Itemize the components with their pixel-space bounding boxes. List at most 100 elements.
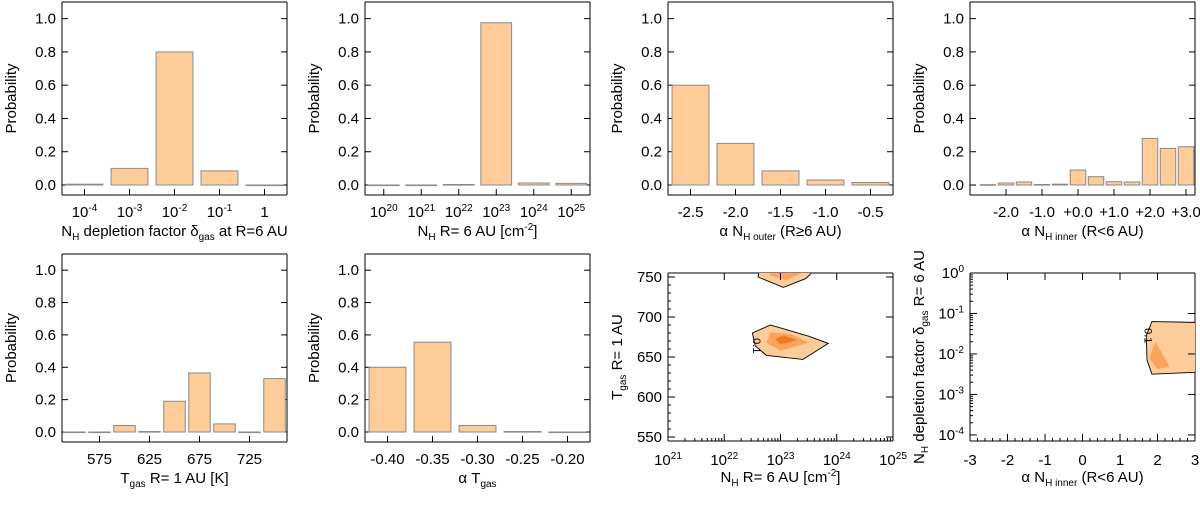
y-tick-label: 0.8 xyxy=(35,44,56,61)
x-tick-label: -3 xyxy=(963,452,976,469)
y-axis-label: Probability xyxy=(3,63,20,134)
y-tick-label: 0.4 xyxy=(338,359,359,376)
y-tick-label: 0.0 xyxy=(943,177,964,194)
x-tick-label: 1022 xyxy=(445,203,473,221)
y-tick-label: 0.6 xyxy=(35,77,56,94)
y-axis-label: Tgas R= 1 AU xyxy=(609,314,629,400)
bar xyxy=(806,179,845,186)
y-tick-label: 0.4 xyxy=(338,110,359,127)
y-tick-label: 10-1 xyxy=(938,304,964,322)
x-tick-label: 1021 xyxy=(654,451,682,469)
x-tick-label: 1023 xyxy=(482,203,510,221)
bar xyxy=(188,372,211,433)
y-tick-label: 0.4 xyxy=(35,110,56,127)
bar xyxy=(503,431,542,433)
panel-alpha-nh-inner: 0.0 0.2 0.4 0.6 0.8 1.0 -2.0 -1.0 +0.0 +1.0 +2.0 +3… xyxy=(911,1,1200,243)
x-axis-label: NH depletion factor δgas at R=6 AU xyxy=(61,223,287,243)
y-tick-label: 0.2 xyxy=(943,144,964,161)
panel-contour-tgas-vs-nh: 0.1 1021 1022 1023 1024 1025 550 600 650 700 750 Tg… xyxy=(609,269,907,489)
bar xyxy=(200,170,239,186)
y-axis-label: NH depletion factor δgas R= 6 AU xyxy=(911,250,931,464)
bar xyxy=(1141,137,1159,186)
x-tick-label: 10-1 xyxy=(207,203,233,221)
panel-nh-column-density: 0.0 0.2 0.4 0.6 0.8 1.0 1020 1021 1022 1023 1024 10… xyxy=(306,1,591,243)
y-tick-label: 0.0 xyxy=(35,177,56,194)
y-tick-label: 1.0 xyxy=(943,11,964,28)
y-tick-label: 0.8 xyxy=(338,44,359,61)
x-tick-label: +0.0 xyxy=(1063,204,1093,221)
x-axis-label: α NH outer (R≥6 AU) xyxy=(719,223,841,243)
panel-tgas: 0.0 0.2 0.4 0.6 0.8 1.0 575 625 675 725 Probabilit… xyxy=(3,253,288,490)
panel-alpha-nh-outer: 0.0 0.2 0.4 0.6 0.8 1.0 -2.5 -2.0 -1.5 -1.0 -0.5 Pr… xyxy=(609,1,894,243)
bar xyxy=(1123,181,1141,186)
x-tick-label: -2 xyxy=(1001,452,1014,469)
y-axis-label: Probability xyxy=(306,63,323,134)
bar xyxy=(716,142,755,186)
y-tick-label: 0.2 xyxy=(35,144,56,161)
y-tick-label: 0.6 xyxy=(943,77,964,94)
bar xyxy=(238,431,261,434)
bar xyxy=(517,182,550,186)
x-axis-label: α Tgas xyxy=(458,470,496,490)
contour-inner xyxy=(774,335,798,345)
bar xyxy=(405,184,438,187)
x-axis-label: α NH inner (R<6 AU) xyxy=(1021,469,1143,489)
contour-level-label: 0.1 xyxy=(1141,328,1153,343)
x-tick-label: -2.0 xyxy=(723,204,749,221)
y-tick-label: 0.4 xyxy=(641,110,662,127)
y-tick-label: 0.2 xyxy=(35,392,56,409)
x-tick-label: 1025 xyxy=(879,451,907,469)
y-axis-label: Probability xyxy=(911,63,928,134)
x-tick-label: -0.25 xyxy=(505,451,539,468)
bar xyxy=(555,182,588,186)
y-tick-label: 0.0 xyxy=(35,424,56,441)
y-tick-label: 0.8 xyxy=(338,295,359,312)
y-tick-label: 600 xyxy=(637,389,662,406)
x-tick-label: 625 xyxy=(137,451,162,468)
bar xyxy=(442,184,475,186)
bar xyxy=(1069,169,1087,186)
bar xyxy=(163,400,186,433)
y-tick-label: 0.8 xyxy=(35,295,56,312)
bar xyxy=(367,184,400,187)
y-tick-label: 0.4 xyxy=(35,359,56,376)
y-tick-label: 0.0 xyxy=(338,424,359,441)
y-tick-label: 0.0 xyxy=(641,177,662,194)
bar xyxy=(88,431,111,434)
x-tick-label: -1.0 xyxy=(813,204,839,221)
y-tick-label: 0.6 xyxy=(35,327,56,344)
y-tick-label: 0.2 xyxy=(641,144,662,161)
y-tick-label: 10-4 xyxy=(938,426,964,444)
x-tick-label: +2.0 xyxy=(1135,204,1165,221)
x-axis-label: Tgas R= 1 AU [K] xyxy=(120,470,228,490)
x-tick-label: 1021 xyxy=(407,203,435,221)
y-tick-label: 1.0 xyxy=(35,262,56,279)
contour-outer xyxy=(757,273,813,288)
bar xyxy=(997,182,1015,186)
bar xyxy=(761,170,800,186)
y-tick-label: 0.4 xyxy=(943,110,964,127)
panel-contour-depletion-vs-alpha: 0.1 -3 -2 -1 0 1 2 3 10-4 10-3 10-2 10-1 100 NH deple… xyxy=(911,250,1199,489)
bar xyxy=(413,341,452,433)
bar xyxy=(1159,147,1177,186)
bar xyxy=(1177,146,1195,186)
x-tick-label: 1023 xyxy=(767,451,795,469)
x-tick-label: 1024 xyxy=(823,451,851,469)
bar xyxy=(368,366,407,433)
contour-regions xyxy=(751,273,830,360)
bar xyxy=(110,167,149,186)
x-tick-label: -0.20 xyxy=(550,451,584,468)
y-tick-label: 700 xyxy=(637,309,662,326)
y-tick-label: 0.8 xyxy=(943,44,964,61)
x-tick-label: -0.5 xyxy=(858,204,884,221)
y-tick-label: 0.0 xyxy=(338,177,359,194)
x-tick-label: 575 xyxy=(87,451,112,468)
y-tick-label: 750 xyxy=(637,269,662,286)
y-tick-label: 1.0 xyxy=(641,11,662,28)
bar xyxy=(213,423,236,433)
bar xyxy=(1033,184,1051,186)
contour-mid xyxy=(769,273,802,281)
bar xyxy=(138,431,161,433)
x-tick-label: 1025 xyxy=(557,203,585,221)
